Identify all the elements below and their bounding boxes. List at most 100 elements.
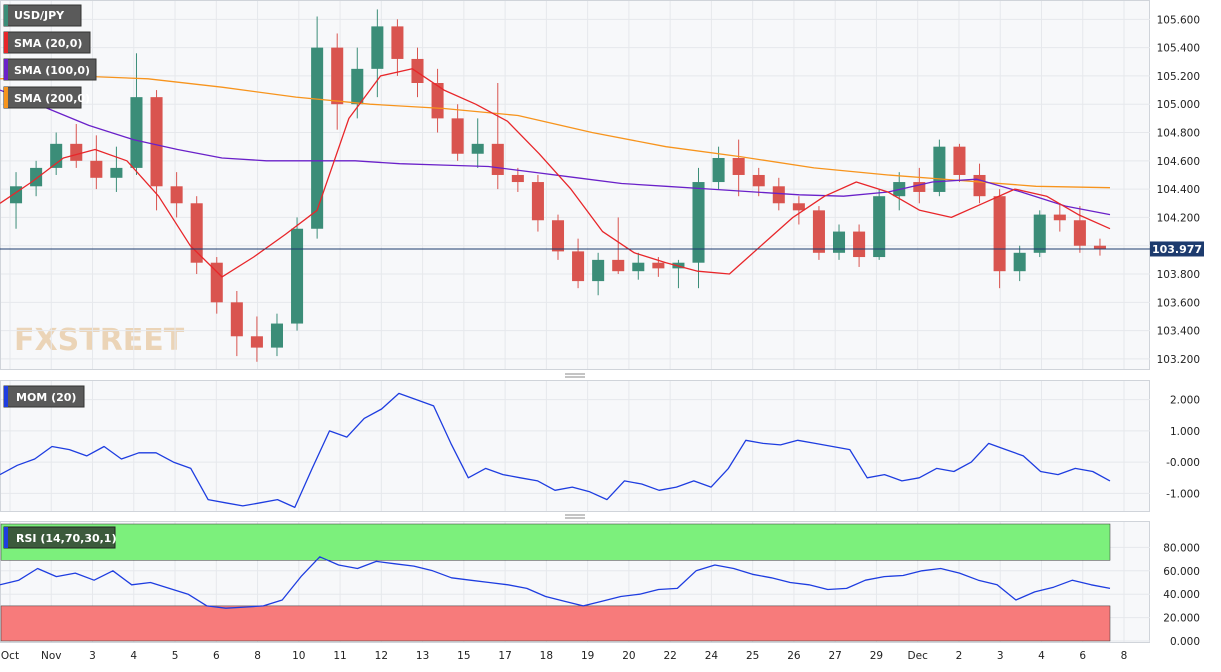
rsi-overbought-zone xyxy=(0,523,1111,561)
candle-body xyxy=(652,262,665,269)
x-tick-label: 4 xyxy=(1038,650,1045,662)
x-tick-label: 8 xyxy=(254,650,261,662)
x-tick-label: 11 xyxy=(333,650,346,662)
candle-body xyxy=(30,167,43,187)
x-tick-label: 8 xyxy=(1121,650,1128,662)
candle-body xyxy=(732,157,745,175)
mom-line xyxy=(0,392,1111,509)
candle-body xyxy=(511,174,524,183)
badge-rsi[interactable]: RSI (14,70,30,1) xyxy=(3,526,116,549)
badge-sma20[interactable]: SMA (20,0) xyxy=(3,31,91,54)
x-tick-label: Dec xyxy=(908,650,929,662)
y-tick-label: 2.000 xyxy=(1170,395,1200,407)
candle-body xyxy=(572,251,585,282)
badge-sma200-label: SMA (200,0) xyxy=(14,92,90,105)
badge-rsi-label: RSI (14,70,30,1) xyxy=(16,532,116,545)
current-price-label: 103.977 xyxy=(1152,243,1202,256)
rsi-zones xyxy=(0,523,1111,642)
x-tick-label: 4 xyxy=(130,650,137,662)
y-tick-label: 105.600 xyxy=(1157,14,1200,26)
candle-body xyxy=(632,262,645,272)
pane-resize-handle-1[interactable] xyxy=(565,373,585,378)
y-tick-label: -1.000 xyxy=(1166,488,1200,500)
candle-body xyxy=(1093,245,1106,249)
y-tick-label: 105.400 xyxy=(1157,43,1200,55)
candle-body xyxy=(90,160,103,178)
candle-body xyxy=(752,174,765,187)
badge-sma20-label: SMA (20,0) xyxy=(14,37,82,50)
y-tick-label: 103.400 xyxy=(1157,326,1200,338)
candle-body xyxy=(712,157,725,183)
candle-body xyxy=(311,47,324,229)
candle-body xyxy=(431,82,444,119)
x-tick-label: 20 xyxy=(622,650,635,662)
y-tick-label: 80.000 xyxy=(1163,542,1200,554)
y-tick-label: 104.400 xyxy=(1157,184,1200,196)
candle-body xyxy=(291,228,304,324)
rsi-line xyxy=(0,556,1111,609)
lines-layer xyxy=(0,68,1111,609)
candle-body xyxy=(1053,214,1066,221)
candle-body xyxy=(592,259,605,282)
y-tick-label: 103.800 xyxy=(1157,269,1200,281)
rsi-oversold-zone xyxy=(0,605,1111,642)
x-tick-label: 25 xyxy=(746,650,759,662)
mom-panel xyxy=(0,380,1150,512)
candle-body xyxy=(853,231,866,258)
candle-body xyxy=(692,182,705,263)
badge-symbol-label: USD/JPY xyxy=(14,9,65,22)
candle-body xyxy=(471,143,484,154)
x-tick-label: 29 xyxy=(870,650,883,662)
sma100-line xyxy=(0,89,1111,216)
candle-body xyxy=(170,186,183,204)
x-tick-label: 6 xyxy=(213,650,220,662)
candle-body xyxy=(110,167,123,178)
candle-body xyxy=(391,26,404,59)
badge-sma200[interactable]: SMA (200,0) xyxy=(3,86,90,109)
x-tick-label: 27 xyxy=(828,650,841,662)
candle-body xyxy=(873,196,886,258)
sma20-line xyxy=(0,68,1111,278)
candle-body xyxy=(832,231,846,253)
candle-body xyxy=(973,174,986,197)
candle-body xyxy=(411,58,424,83)
candle-body xyxy=(150,97,163,187)
x-tick-label: 2 xyxy=(956,650,963,662)
badge-sma100[interactable]: SMA (100,0) xyxy=(3,58,97,81)
candle-body xyxy=(792,203,805,211)
x-tick-label: 19 xyxy=(581,650,594,662)
x-tick-label: 26 xyxy=(787,650,801,662)
candle-body xyxy=(612,259,625,272)
candle-body xyxy=(130,97,143,168)
sma200-line xyxy=(0,75,1111,189)
candle-body xyxy=(812,210,825,253)
candle-body xyxy=(250,336,263,348)
y-tick-label: 20.000 xyxy=(1163,613,1200,625)
candle-body xyxy=(1073,220,1086,246)
pane-resize-handle-2[interactable] xyxy=(565,514,585,519)
candle-body xyxy=(230,302,243,337)
y-tick-label: 103.200 xyxy=(1157,354,1200,366)
candle-body xyxy=(210,262,223,303)
x-tick-label: 5 xyxy=(172,650,179,662)
candle-body xyxy=(371,26,384,69)
candle-body xyxy=(933,146,946,192)
x-tick-label: Oct xyxy=(1,650,19,662)
x-tick-label: 13 xyxy=(416,650,429,662)
x-tick-label: 18 xyxy=(540,650,553,662)
candle-body xyxy=(351,68,364,105)
candle-body xyxy=(491,143,504,175)
x-tick-label: 17 xyxy=(498,650,511,662)
badge-mom[interactable]: MOM (20) xyxy=(3,385,85,408)
badge-symbol[interactable]: USD/JPY xyxy=(3,4,82,27)
y-tick-label: 40.000 xyxy=(1163,589,1200,601)
y-tick-label: 104.600 xyxy=(1157,156,1200,168)
x-tick-label: 12 xyxy=(375,650,388,662)
x-tick-label: 24 xyxy=(705,650,719,662)
badge-mom-label: MOM (20) xyxy=(16,391,76,404)
candle-body xyxy=(551,220,565,252)
candle-body xyxy=(50,143,63,168)
y-tick-label: 104.200 xyxy=(1157,212,1200,224)
